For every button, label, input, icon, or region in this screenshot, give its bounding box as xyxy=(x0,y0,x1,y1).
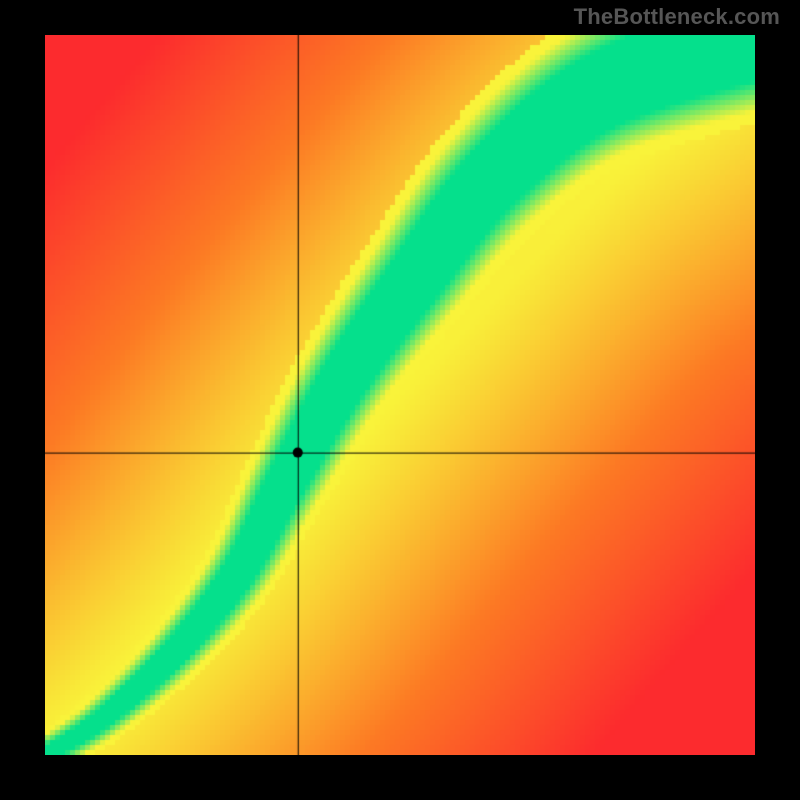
heatmap-plot-area xyxy=(45,35,755,755)
watermark-text: TheBottleneck.com xyxy=(574,4,780,30)
chart-wrapper: TheBottleneck.com xyxy=(0,0,800,800)
heatmap-canvas xyxy=(45,35,755,755)
